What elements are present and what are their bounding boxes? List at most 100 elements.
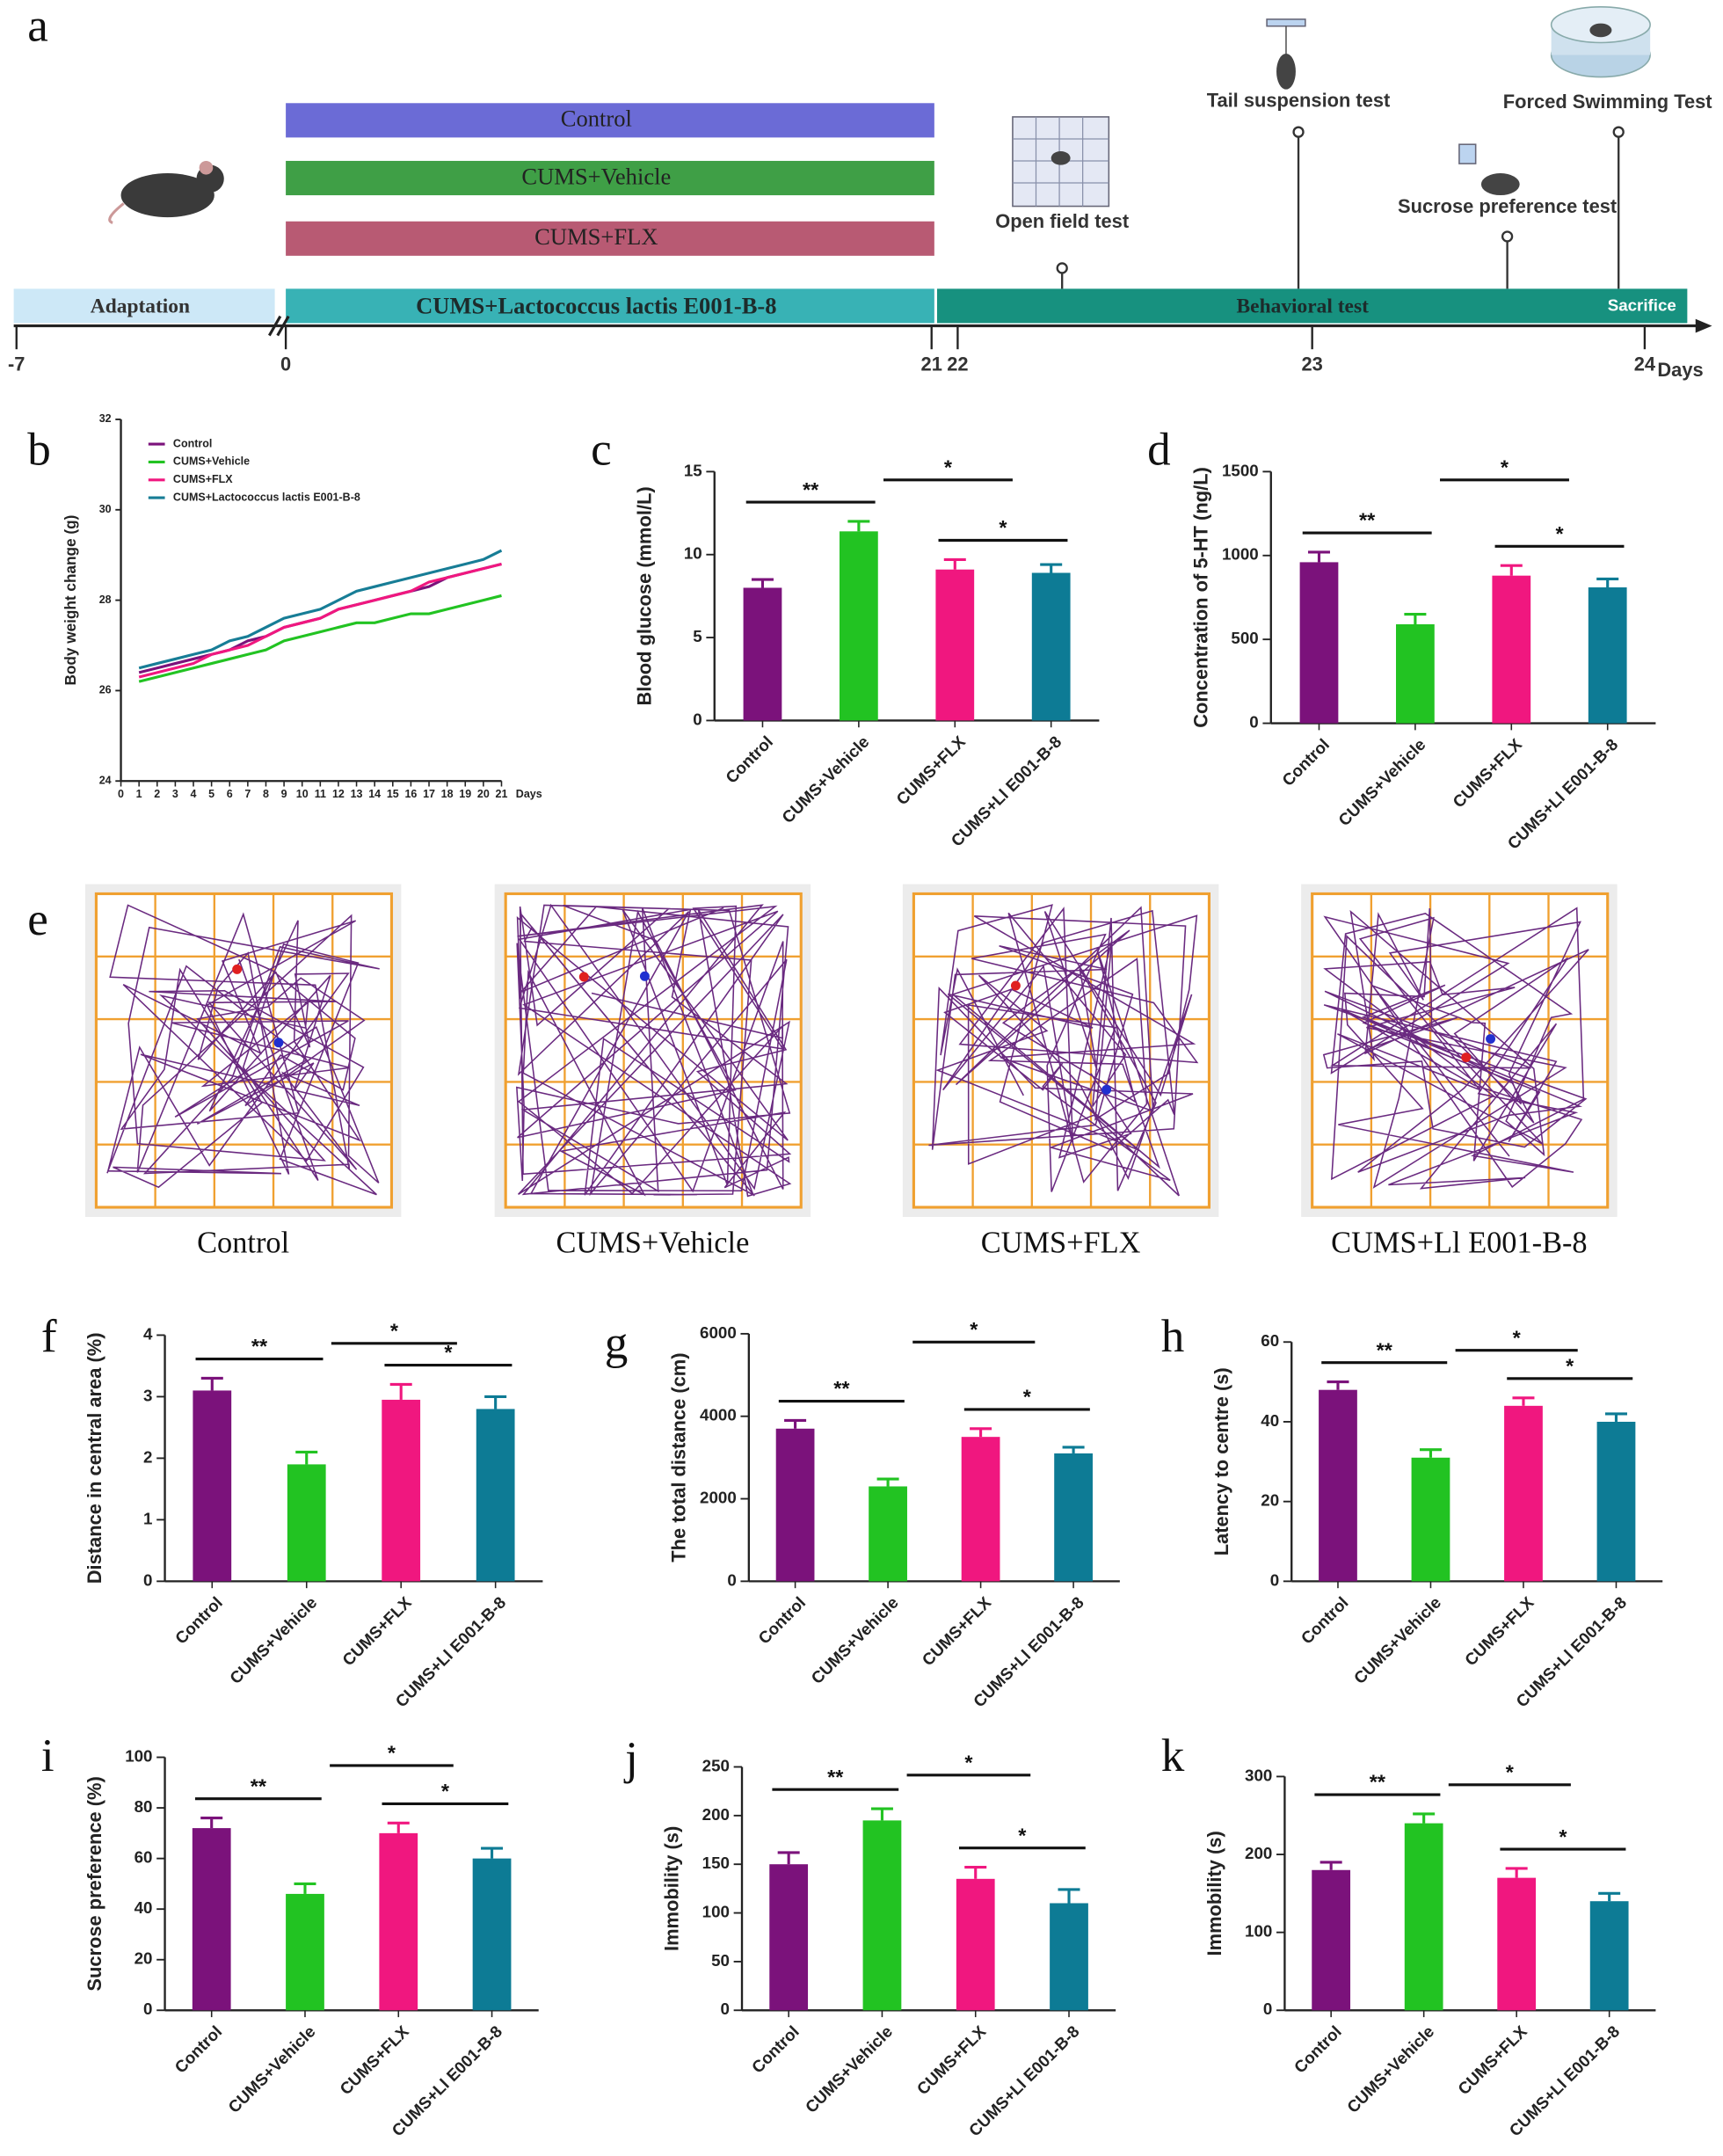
- x-tick-label: 11: [315, 788, 326, 800]
- x-tick-label: Control: [722, 732, 776, 787]
- group-bar: [286, 103, 934, 138]
- axis-break: [267, 315, 290, 337]
- legend-label: CUMS+Lactococcus lactis E001-B-8: [173, 491, 360, 503]
- y-tick-label: 200: [702, 1805, 730, 1824]
- group-bar: [286, 160, 934, 196]
- y-tick-label: 500: [1231, 629, 1258, 647]
- y-tick-label: 28: [99, 594, 112, 606]
- bar: [935, 569, 975, 721]
- bar: [192, 1828, 231, 2011]
- test-label: Tail suspension test: [1207, 89, 1391, 111]
- y-tick-label: 10: [684, 544, 702, 563]
- y-tick-label: 150: [702, 1854, 730, 1872]
- bar: [1596, 1421, 1636, 1582]
- y-axis-title: Immobility (s): [1203, 1831, 1225, 1956]
- test-pin-head: [1056, 262, 1068, 274]
- legend-label: CUMS+Vehicle: [173, 455, 250, 468]
- significance-label: **: [251, 1335, 268, 1358]
- trajectory: [106, 904, 380, 1196]
- y-tick-label: 4000: [700, 1406, 737, 1424]
- x-tick-label: CUMS+FLX: [336, 2021, 412, 2098]
- bar: [769, 1864, 809, 2011]
- significance-label: **: [803, 478, 819, 501]
- start-dot: [1461, 1053, 1472, 1063]
- bar: [1588, 587, 1627, 724]
- phase-label: CUMS+Lactococcus lactis E001-B-8: [416, 292, 776, 318]
- trajectory: [928, 904, 1199, 1197]
- phase-label: Adaptation: [91, 295, 190, 318]
- y-tick-label: 26: [99, 684, 112, 696]
- y-tick-label: 0: [727, 1570, 736, 1589]
- bar: [472, 1858, 512, 2011]
- y-tick-label: 0: [1249, 713, 1258, 732]
- bar: [286, 1893, 324, 2011]
- x-tick-label: 8: [263, 788, 269, 800]
- bar: [1031, 572, 1071, 721]
- panel-label: e: [27, 894, 48, 945]
- bar: [1404, 1823, 1443, 2011]
- test-label: Sucrose preference test: [1398, 195, 1618, 217]
- significance-label: *: [944, 455, 953, 478]
- y-tick-label: 0: [721, 1999, 730, 2018]
- significance-label: **: [827, 1766, 844, 1788]
- bar: [287, 1464, 326, 1582]
- y-tick-label: 1000: [1222, 545, 1259, 564]
- y-tick-label: 80: [134, 1797, 153, 1816]
- x-tick-label: CUMS+FLX: [1449, 735, 1525, 812]
- bar: [382, 1399, 421, 1582]
- y-tick-label: 300: [1245, 1766, 1272, 1784]
- series-line: [138, 562, 502, 679]
- y-axis-title: Sucrose preference (%): [84, 1776, 105, 1991]
- bar: [869, 1486, 907, 1582]
- y-tick-label: 0: [143, 1570, 152, 1589]
- x-tick-label: CUMS+FLX: [338, 1592, 415, 1669]
- x-tick-label: CUMS+FLX: [919, 1592, 995, 1669]
- test-pin-head: [1501, 230, 1514, 243]
- y-tick-label: 50: [711, 1951, 730, 1970]
- y-axis-title: Blood glucose (mmol/L): [633, 486, 655, 705]
- legend-label: Control: [173, 437, 212, 449]
- y-tick-label: 30: [99, 503, 112, 515]
- x-tick-label: 7: [244, 788, 251, 800]
- panel-label: c: [591, 424, 612, 475]
- x-tick-label: 16: [404, 788, 417, 800]
- x-tick-label: 1: [136, 788, 142, 800]
- significance-label: **: [1359, 509, 1376, 532]
- bar: [775, 1428, 815, 1582]
- x-tick-label: Control: [171, 1593, 226, 1648]
- y-tick-label: 15: [684, 461, 702, 479]
- x-tick-label: Control: [754, 1593, 809, 1648]
- y-axis-title: The total distance (cm): [667, 1352, 689, 1562]
- legend-label: CUMS+FLX: [173, 473, 233, 485]
- bar: [1504, 1405, 1543, 1582]
- bar: [1054, 1453, 1093, 1582]
- x-tick-label: CUMS+Vehicle: [1343, 2022, 1437, 2116]
- trajectory: [1322, 907, 1589, 1190]
- y-tick-label: 0: [143, 1999, 152, 2018]
- x-tick-label: CUMS+Ll E001-B-8: [1504, 735, 1622, 853]
- y-tick-label: 5: [693, 627, 702, 645]
- phase-bar: [936, 288, 1688, 324]
- end-dot: [273, 1038, 284, 1048]
- phase-label: Behavioral test: [1237, 295, 1370, 318]
- y-tick-label: 1: [143, 1509, 152, 1527]
- arena: [1311, 892, 1610, 1209]
- x-tick-label: Control: [171, 2022, 225, 2077]
- bar: [839, 531, 878, 721]
- bar: [1312, 1869, 1351, 2011]
- series-line: [138, 549, 503, 670]
- bar: [743, 587, 782, 721]
- group-bar: [286, 221, 934, 256]
- significance-label: **: [833, 1377, 850, 1400]
- significance-label: *: [999, 516, 1007, 539]
- x-tick-label: 15: [387, 788, 399, 800]
- bar: [1050, 1903, 1088, 2011]
- x-tick-label: CUMS+Vehicle: [807, 1593, 901, 1687]
- x-axis-title: Days: [516, 788, 542, 800]
- significance-label: *: [970, 1318, 978, 1341]
- y-axis-title: Body weight change (g): [62, 515, 79, 686]
- y-tick-label: 60: [1261, 1331, 1279, 1350]
- y-tick-label: 20: [134, 1949, 153, 1968]
- figure-body: ab c def g hi j kControlCUMS+VehicleCUMS+FLXAd…: [8, 1, 1712, 2140]
- x-tick-label: Control: [1278, 735, 1333, 790]
